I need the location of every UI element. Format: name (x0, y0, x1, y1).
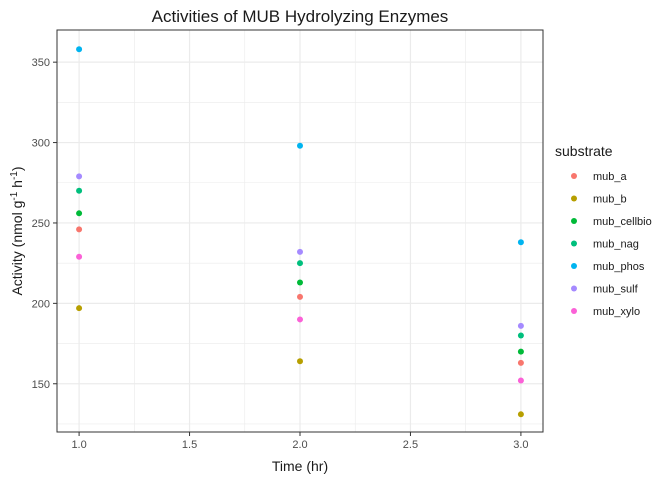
data-point-mub_b (297, 358, 303, 365)
y-tick-label: 250 (32, 218, 50, 230)
legend-label-mub_a: mub_a (593, 171, 628, 183)
data-point-mub_cellbio (297, 279, 303, 286)
y-axis-title-sup-1: -1 (9, 191, 20, 200)
legend-key-mub_xylo (571, 308, 577, 314)
y-tick-label: 150 (32, 379, 50, 391)
data-point-mub_phos (297, 142, 303, 149)
y-axis-title: Activity (nmol g-1 h-1) (9, 166, 26, 295)
data-point-mub_a (297, 293, 303, 300)
data-point-mub_nag (76, 187, 83, 194)
y-axis-title-mid: h (9, 180, 25, 192)
y-axis-title-end: ) (9, 166, 25, 171)
legend-items: mub_a mub_b mub_cellbio mub_nag mub_phos mub_… (571, 171, 652, 318)
legend-title: substrate (555, 143, 613, 159)
legend-key-mub_a (571, 173, 577, 179)
data-point-mub_b (517, 411, 524, 418)
x-tick-label: 3.0 (513, 439, 528, 451)
data-point-mub_nag (297, 260, 303, 267)
data-points (76, 46, 524, 418)
legend: substrate mub_amub_bmub_cellbiomub_nagmu… (555, 143, 652, 318)
y-axis-title-base: Activity (nmol g (9, 201, 25, 296)
data-point-mub_sulf (517, 322, 524, 329)
y-tick-label: 200 (32, 298, 50, 310)
data-point-mub_phos (517, 239, 524, 246)
legend-label-mub_xylo: mub_xylo (593, 306, 640, 318)
y-axis-title-sup-2: -1 (9, 171, 20, 180)
data-point-mub_a (76, 226, 83, 233)
legend-key-mub_b (571, 195, 577, 202)
x-tick-label: 1.0 (71, 439, 86, 451)
plot-area (56, 29, 544, 433)
legend-label-mub_phos: mub_phos (593, 261, 645, 273)
legend-key-mub_cellbio (571, 218, 577, 224)
grid-lines (57, 30, 543, 432)
data-point-mub_xylo (517, 377, 524, 384)
data-point-mub_a (517, 359, 524, 366)
data-point-mub_phos (76, 46, 83, 53)
y-tick-label: 300 (32, 138, 50, 150)
data-point-mub_cellbio (76, 210, 83, 217)
legend-label-mub_b: mub_b (593, 194, 627, 206)
data-point-mub_xylo (297, 316, 303, 323)
data-point-mub_b (76, 305, 83, 312)
legend-label-mub_cellbio: mub_cellbio (593, 216, 652, 228)
chart-title: Activities of MUB Hydrolyzing Enzymes (152, 7, 449, 26)
legend-key-mub_nag (571, 240, 577, 247)
data-point-mub_nag (517, 332, 524, 339)
data-point-mub_xylo (76, 253, 83, 260)
legend-label-mub_nag: mub_nag (593, 239, 639, 251)
y-tick-label: 350 (32, 57, 50, 69)
legend-key-mub_sulf (571, 285, 577, 292)
data-point-mub_sulf (76, 173, 83, 180)
legend-label-mub_sulf: mub_sulf (593, 284, 639, 296)
legend-key-mub_phos (571, 263, 577, 269)
y-axis: 150 200 250 300 350 (32, 57, 57, 391)
data-point-mub_sulf (297, 248, 303, 255)
x-tick-label: 2.0 (292, 439, 307, 451)
x-axis-title: Time (hr) (272, 458, 328, 474)
x-tick-label: 1.5 (182, 439, 197, 451)
x-tick-label: 2.5 (403, 439, 418, 451)
x-axis: 1.0 1.5 2.0 2.5 3.0 (71, 432, 529, 451)
data-point-mub_cellbio (517, 348, 524, 355)
